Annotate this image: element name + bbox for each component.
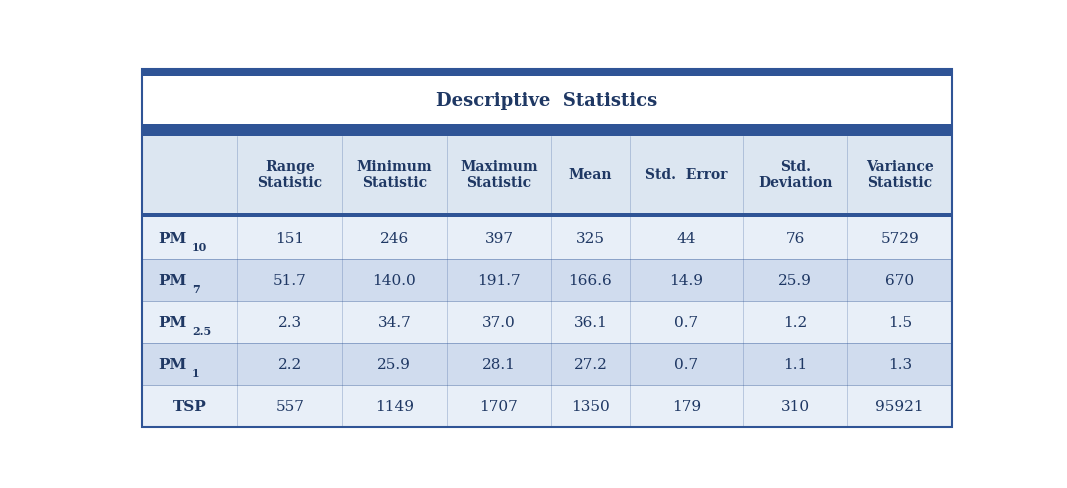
Text: 5729: 5729 xyxy=(880,232,919,245)
Text: 10: 10 xyxy=(192,242,207,252)
Text: 1.1: 1.1 xyxy=(783,357,808,371)
Text: 2.3: 2.3 xyxy=(277,315,302,329)
Text: 151: 151 xyxy=(275,232,304,245)
Bar xyxy=(142,213,952,218)
Text: 7: 7 xyxy=(192,283,200,294)
Bar xyxy=(142,125,952,137)
Text: 2.2: 2.2 xyxy=(277,357,302,371)
Bar xyxy=(142,301,952,343)
Text: 1: 1 xyxy=(192,367,200,378)
Text: 1.3: 1.3 xyxy=(888,357,912,371)
Text: 25.9: 25.9 xyxy=(378,357,411,371)
Text: PM: PM xyxy=(159,357,187,371)
Text: 28.1: 28.1 xyxy=(482,357,515,371)
Text: PM: PM xyxy=(159,315,187,329)
Text: 51.7: 51.7 xyxy=(273,273,306,287)
Bar xyxy=(142,77,952,125)
Text: 166.6: 166.6 xyxy=(569,273,612,287)
Bar xyxy=(142,137,952,427)
Text: 2.5: 2.5 xyxy=(192,325,211,336)
Text: Range
Statistic: Range Statistic xyxy=(257,160,322,190)
Text: 37.0: 37.0 xyxy=(482,315,515,329)
Text: 325: 325 xyxy=(576,232,605,245)
Text: 1707: 1707 xyxy=(479,399,519,413)
Text: 140.0: 140.0 xyxy=(372,273,416,287)
Text: 191.7: 191.7 xyxy=(477,273,521,287)
Bar xyxy=(142,70,952,77)
Bar xyxy=(142,260,952,301)
Text: 36.1: 36.1 xyxy=(573,315,607,329)
Text: 25.9: 25.9 xyxy=(778,273,812,287)
Text: 1.5: 1.5 xyxy=(888,315,912,329)
Text: TSP: TSP xyxy=(173,399,206,413)
Text: PM: PM xyxy=(159,273,187,287)
Text: 310: 310 xyxy=(781,399,810,413)
Bar xyxy=(142,218,952,260)
Text: PM: PM xyxy=(159,232,187,245)
Text: Maximum
Statistic: Maximum Statistic xyxy=(460,160,538,190)
Text: 34.7: 34.7 xyxy=(378,315,411,329)
Text: Variance
Statistic: Variance Statistic xyxy=(866,160,934,190)
Text: Minimum
Statistic: Minimum Statistic xyxy=(356,160,432,190)
Text: 246: 246 xyxy=(380,232,409,245)
Text: 95921: 95921 xyxy=(875,399,924,413)
Text: Mean: Mean xyxy=(569,168,612,182)
Text: 397: 397 xyxy=(484,232,513,245)
Text: 14.9: 14.9 xyxy=(669,273,703,287)
Text: 670: 670 xyxy=(886,273,914,287)
Text: Std.
Deviation: Std. Deviation xyxy=(758,160,832,190)
Bar xyxy=(142,385,952,427)
Text: 76: 76 xyxy=(785,232,805,245)
Text: Descriptive  Statistics: Descriptive Statistics xyxy=(436,92,657,110)
Text: Std.  Error: Std. Error xyxy=(646,168,728,182)
Text: 0.7: 0.7 xyxy=(674,315,698,329)
Bar xyxy=(142,343,952,385)
Text: 557: 557 xyxy=(275,399,304,413)
Text: 179: 179 xyxy=(672,399,701,413)
Text: 1149: 1149 xyxy=(375,399,414,413)
Text: 1350: 1350 xyxy=(571,399,609,413)
Text: 44: 44 xyxy=(676,232,696,245)
Text: 1.2: 1.2 xyxy=(783,315,808,329)
Text: 27.2: 27.2 xyxy=(573,357,607,371)
Text: 0.7: 0.7 xyxy=(674,357,698,371)
